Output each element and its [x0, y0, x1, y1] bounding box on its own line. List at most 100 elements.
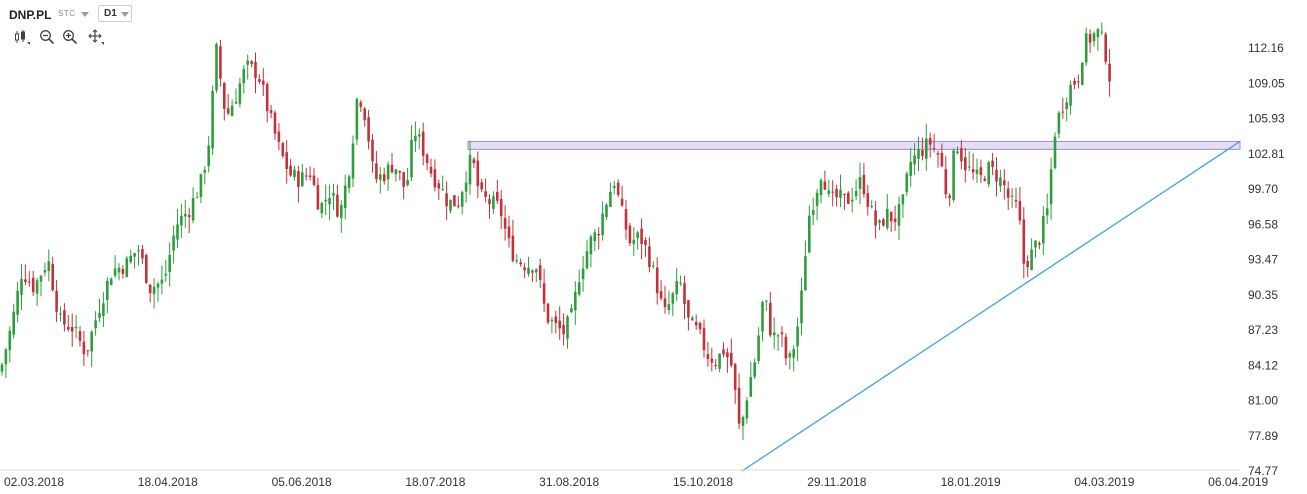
candle-body [1065, 102, 1068, 109]
candle-body [714, 364, 717, 366]
candle [652, 261, 655, 269]
candle [148, 284, 152, 303]
trend-layer [741, 140, 1241, 472]
candle [644, 237, 647, 257]
candle [624, 199, 628, 240]
symbol-dropdown-icon[interactable] [81, 12, 89, 17]
zoom-out-icon[interactable] [39, 29, 55, 45]
zoom-in-icon[interactable] [62, 29, 78, 45]
candle [351, 135, 355, 187]
candle [550, 316, 554, 334]
candle-body [258, 79, 261, 82]
candle-body [199, 174, 203, 197]
candle-body [1030, 249, 1033, 271]
candle [496, 179, 499, 205]
candle [367, 109, 370, 150]
candle [601, 201, 604, 241]
candle [535, 268, 538, 282]
candle [737, 373, 741, 430]
candle [355, 97, 359, 145]
candle [390, 152, 394, 174]
candle [835, 184, 838, 207]
candle-body [566, 316, 569, 339]
candle [1065, 97, 1068, 122]
candle [1100, 22, 1104, 36]
candle [215, 42, 218, 93]
candle [398, 170, 402, 181]
candle-body [671, 293, 675, 304]
candle-body [211, 90, 214, 149]
candle [359, 99, 363, 113]
candle-body [246, 60, 249, 65]
candle-body [644, 240, 647, 245]
candle-body [301, 172, 304, 187]
candle [562, 313, 565, 346]
candle [772, 317, 776, 350]
x-tick-label: 06.04.2019 [1208, 475, 1268, 489]
candle-body [620, 198, 624, 206]
candle-body [679, 282, 682, 284]
candle [925, 123, 928, 171]
candle-body [332, 192, 335, 196]
candle [86, 350, 90, 357]
timeframe-select[interactable]: D1 [98, 5, 132, 22]
candle-body [312, 175, 316, 185]
candle-body [460, 192, 464, 207]
candle [1034, 240, 1037, 258]
candle-body [648, 246, 651, 267]
candle-body [24, 279, 27, 283]
candle-body [831, 191, 834, 193]
candle-body [577, 282, 581, 295]
candle-body [1073, 80, 1076, 85]
candle-body [1010, 195, 1014, 197]
candle-body [956, 151, 959, 154]
candle-body [1069, 84, 1072, 106]
candle [1096, 28, 1100, 51]
candle [47, 249, 51, 282]
candle-body [687, 300, 690, 318]
candle-body [531, 270, 534, 273]
candle [964, 147, 967, 183]
candle [488, 194, 491, 219]
candle [800, 277, 803, 336]
candle [979, 159, 983, 184]
candle-body [675, 281, 678, 295]
candle-body [238, 83, 242, 104]
y-tick-label: 105.93 [1248, 112, 1285, 126]
candlestick-icon[interactable] [14, 29, 30, 45]
candle [679, 275, 682, 286]
candle-body [0, 364, 4, 372]
candle-body [843, 193, 846, 196]
candle-body [203, 169, 207, 173]
candle [581, 255, 585, 292]
candle-body [870, 205, 873, 208]
candle [160, 265, 164, 295]
candle-body [324, 199, 327, 202]
candle [566, 315, 569, 349]
candle-body [987, 162, 990, 185]
candle [952, 148, 955, 203]
candle-body [585, 251, 589, 269]
candle-body [659, 291, 663, 299]
candle-body [141, 249, 144, 259]
candle [983, 175, 987, 182]
candle-body [636, 232, 639, 239]
candle-body [429, 166, 433, 174]
candle [476, 151, 480, 199]
candle [694, 314, 698, 330]
candle [445, 181, 448, 220]
candle [819, 177, 823, 204]
candle-body [745, 400, 749, 419]
candle-body [866, 193, 870, 207]
candle-body [589, 236, 593, 255]
candle [133, 252, 136, 269]
candle-body [886, 208, 889, 228]
candle [761, 300, 764, 342]
crosshair-icon[interactable] [88, 29, 104, 45]
candle [714, 359, 717, 370]
candle-body [749, 377, 753, 397]
candle [180, 203, 183, 238]
candle [269, 104, 273, 119]
candle [854, 179, 858, 201]
